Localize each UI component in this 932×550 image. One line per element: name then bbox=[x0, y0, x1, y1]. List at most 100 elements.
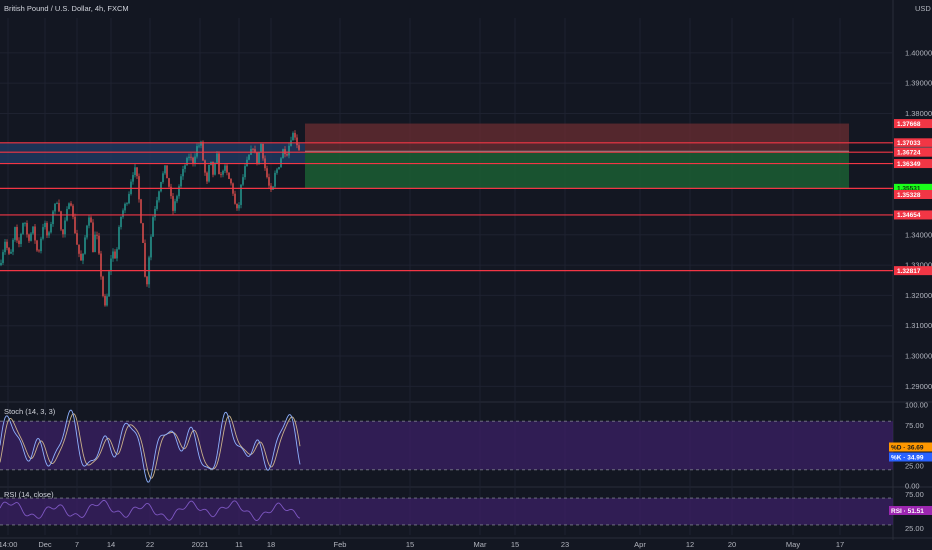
candle-body bbox=[172, 196, 174, 211]
candle-body bbox=[84, 237, 86, 254]
candle-body bbox=[12, 239, 14, 252]
price-tag-label: 1.34654 bbox=[897, 212, 921, 219]
candle-body bbox=[90, 217, 92, 223]
candle-body bbox=[8, 247, 10, 254]
stoch-value-label: %K · 34.99 bbox=[891, 454, 924, 461]
candle-body bbox=[110, 258, 112, 272]
candle-body bbox=[86, 225, 88, 238]
candle-body bbox=[184, 165, 186, 170]
rsi-value-label: RSI · 51.51 bbox=[891, 508, 924, 515]
stoch-tick-label: 25.00 bbox=[905, 461, 924, 470]
candle-body bbox=[178, 186, 180, 197]
candle-body bbox=[198, 145, 200, 147]
candle-body bbox=[62, 229, 64, 235]
rsi-tick-label: 25.00 bbox=[905, 524, 924, 533]
time-tick-label: 2021 bbox=[192, 540, 209, 549]
time-tick-label: 7 bbox=[75, 540, 79, 549]
candle-body bbox=[106, 296, 108, 306]
candle-body bbox=[16, 227, 18, 241]
candle-body bbox=[282, 149, 284, 159]
stoch-k-line bbox=[0, 409, 301, 483]
candle-body bbox=[104, 295, 106, 306]
price-tick-label: 1.33000 bbox=[905, 261, 932, 270]
time-axis[interactable]: 14:00 Dec 7 14 22 2021 11 18 Feb 15 Mar 15 23 Apr 12 20… bbox=[0, 540, 844, 549]
stoch-value-tag bbox=[889, 452, 932, 462]
candle-body bbox=[202, 141, 204, 161]
price-tag bbox=[894, 183, 932, 193]
candle-body bbox=[10, 251, 12, 254]
time-tick-label: 12 bbox=[686, 540, 694, 549]
candle-body bbox=[146, 276, 148, 285]
candle-body bbox=[38, 250, 40, 252]
candle-body bbox=[54, 203, 56, 212]
candle-body bbox=[134, 167, 136, 175]
candle-body bbox=[292, 132, 294, 141]
candle-body bbox=[206, 172, 208, 182]
candle-body bbox=[228, 172, 230, 179]
time-tick-label: 18 bbox=[267, 540, 275, 549]
price-tag bbox=[894, 266, 932, 276]
time-tick-label: 14:00 bbox=[0, 540, 17, 549]
candle-body bbox=[154, 208, 156, 218]
candle-body bbox=[24, 223, 26, 224]
price-tick-label: 1.30000 bbox=[905, 352, 932, 361]
stop-loss-zone bbox=[305, 123, 849, 152]
stoch-tick-label: 100.00 bbox=[905, 401, 928, 410]
candle-body bbox=[72, 205, 74, 217]
candle-body bbox=[234, 193, 236, 204]
candle-body bbox=[22, 223, 24, 234]
candle-body bbox=[274, 172, 276, 187]
time-tick-label: 15 bbox=[511, 540, 519, 549]
time-tick-label: 17 bbox=[836, 540, 844, 549]
currency-label[interactable]: USD bbox=[915, 4, 931, 13]
position-zones[interactable] bbox=[305, 123, 849, 189]
candle-body bbox=[102, 276, 104, 296]
candle-body bbox=[230, 178, 232, 184]
price-tag-label: 1.35328 bbox=[897, 192, 921, 199]
candle-body bbox=[120, 216, 122, 228]
price-axis[interactable]: 1.40000 1.39000 1.38000 1.34000 1.33000 1.320… bbox=[889, 48, 932, 533]
candle-body bbox=[76, 233, 78, 245]
candle-body bbox=[236, 203, 238, 209]
candle-body bbox=[266, 168, 268, 178]
price-tick-label: 1.31000 bbox=[905, 321, 932, 330]
candle-body bbox=[40, 238, 42, 252]
candle-body bbox=[46, 222, 48, 236]
price-tag-label: 1.37668 bbox=[897, 121, 921, 128]
candle-body bbox=[150, 236, 152, 258]
price-tag-label: 1.36349 bbox=[897, 161, 921, 168]
candle-body bbox=[214, 162, 216, 175]
time-tick-label: 11 bbox=[235, 540, 243, 549]
price-tag bbox=[894, 159, 932, 169]
price-tag bbox=[894, 138, 932, 148]
stoch-value-label: %D · 36.69 bbox=[891, 444, 924, 451]
candle-body bbox=[2, 252, 4, 263]
candle-body bbox=[270, 185, 272, 190]
candle-body bbox=[18, 240, 20, 244]
candle-body bbox=[140, 199, 142, 224]
candles bbox=[0, 130, 300, 307]
candle-body bbox=[262, 143, 264, 159]
price-tick-label: 1.29000 bbox=[905, 382, 932, 391]
candle-body bbox=[226, 165, 228, 173]
candle-body bbox=[204, 160, 206, 173]
price-tag bbox=[894, 210, 932, 220]
price-tick-label: 1.38000 bbox=[905, 109, 932, 118]
candle-body bbox=[144, 242, 146, 277]
candle-body bbox=[162, 173, 164, 182]
time-tick-label: Apr bbox=[634, 540, 646, 549]
price-band bbox=[0, 142, 305, 164]
candle-body bbox=[108, 271, 110, 297]
candle-body bbox=[42, 227, 44, 239]
time-tick-label: Feb bbox=[334, 540, 347, 549]
candle-body bbox=[30, 233, 32, 241]
horizontal-levels[interactable] bbox=[0, 142, 893, 272]
candle-body bbox=[224, 165, 226, 171]
stoch-value-tag bbox=[889, 442, 932, 452]
candle-body bbox=[26, 223, 28, 235]
candle-body bbox=[294, 132, 296, 138]
candle-body bbox=[246, 159, 248, 167]
candle-body bbox=[276, 169, 278, 173]
candle-body bbox=[200, 141, 202, 146]
